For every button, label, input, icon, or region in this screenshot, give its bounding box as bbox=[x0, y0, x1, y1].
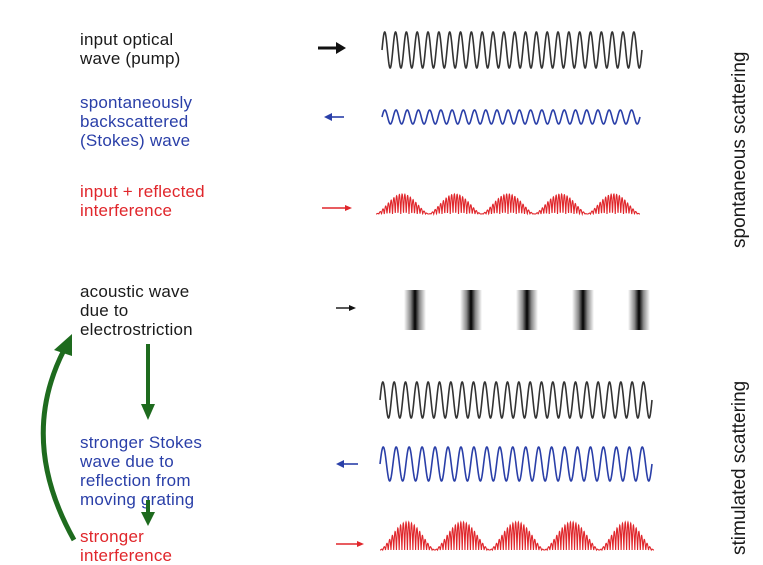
stronger-stokes-direction-arrow bbox=[336, 460, 358, 468]
stokes-label: spontaneously backscattered (Stokes) wav… bbox=[80, 93, 193, 150]
acoustic-wave-label: acoustic wave due to electrostriction bbox=[80, 282, 193, 339]
feedback-down-arrow-1 bbox=[141, 344, 155, 420]
stronger-interference-wave bbox=[379, 520, 655, 552]
acoustic-grating-bar bbox=[404, 290, 426, 330]
interference-direction-arrow bbox=[322, 205, 352, 211]
acoustic-grating-bar bbox=[628, 290, 650, 330]
acoustic-grating bbox=[404, 290, 650, 330]
feedback-loop-arrow bbox=[40, 334, 77, 542]
stokes-wave bbox=[381, 109, 641, 125]
acoustic-grating-bar bbox=[516, 290, 538, 330]
stronger-stokes-wave bbox=[379, 446, 653, 482]
acoustic-direction-arrow bbox=[336, 305, 356, 311]
acoustic-grating-bar bbox=[460, 290, 482, 330]
stimulated-pump-wave bbox=[379, 380, 653, 420]
stokes-direction-arrow bbox=[324, 113, 344, 121]
pump-wave bbox=[381, 30, 643, 70]
stronger-interference-direction-arrow bbox=[336, 541, 364, 547]
interference-label: input + reflected interference bbox=[80, 182, 205, 220]
acoustic-grating-bar bbox=[572, 290, 594, 330]
stronger-stokes-label: stronger Stokes wave due to reflection f… bbox=[80, 433, 203, 509]
interference-wave bbox=[376, 192, 640, 217]
feedback-down-arrow-2 bbox=[141, 500, 155, 526]
pump-label: input optical wave (pump) bbox=[80, 30, 181, 68]
stronger-interference-label: stronger interference bbox=[80, 527, 173, 565]
pump-direction-arrow bbox=[318, 42, 346, 54]
